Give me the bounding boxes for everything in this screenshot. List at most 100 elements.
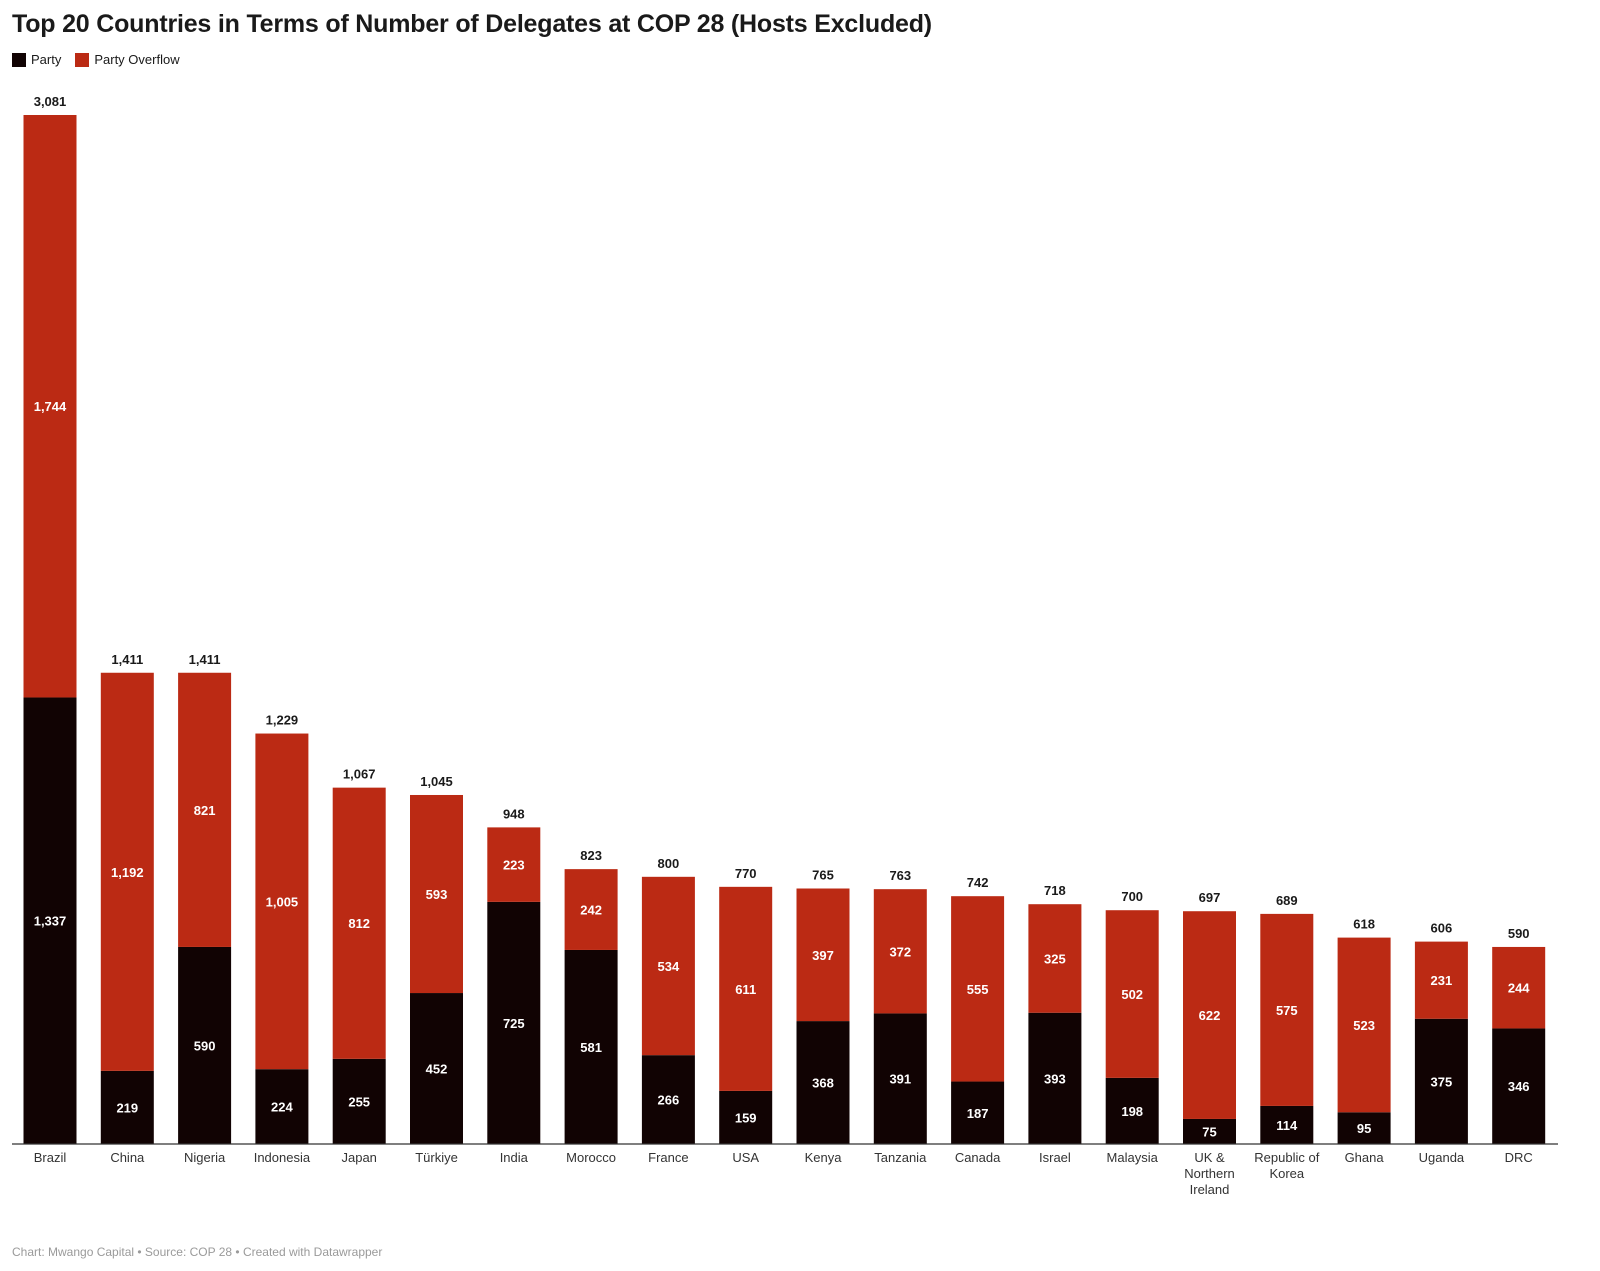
bar-party-overflow-canada bbox=[951, 896, 1005, 1082]
bar-party-overflow-tanzania bbox=[873, 889, 927, 1014]
total-label-t-rkiye: 1,045 bbox=[420, 774, 453, 789]
bar-party-india bbox=[487, 901, 541, 1144]
x-tick-label-kenya: Kenya bbox=[805, 1150, 843, 1165]
x-tick-label-brazil: Brazil bbox=[34, 1150, 67, 1165]
value-label-party-overflow-drc: 244 bbox=[1508, 981, 1530, 996]
value-label-party-t-rkiye: 452 bbox=[426, 1062, 448, 1077]
value-label-party-overflow-japan: 812 bbox=[348, 916, 370, 931]
value-label-party-overflow-tanzania: 372 bbox=[889, 944, 911, 959]
legend-swatch-party bbox=[12, 52, 26, 67]
value-label-party-overflow-t-rkiye: 593 bbox=[426, 887, 448, 902]
total-label-japan: 1,067 bbox=[343, 767, 376, 782]
value-label-party-overflow-israel: 325 bbox=[1044, 951, 1066, 966]
bar-party-overflow-usa bbox=[719, 886, 773, 1091]
x-tick-label-uganda: Uganda bbox=[1419, 1150, 1465, 1165]
bar-party-malaysia bbox=[1105, 1077, 1159, 1144]
value-label-party-overflow-malaysia: 502 bbox=[1121, 987, 1143, 1002]
value-label-party-overflow-ghana: 523 bbox=[1353, 1018, 1375, 1033]
value-label-party-overflow-republic-of-korea: 575 bbox=[1276, 1003, 1298, 1018]
total-label-canada: 742 bbox=[967, 875, 989, 890]
bar-party-china bbox=[100, 1070, 154, 1144]
total-label-malaysia: 700 bbox=[1121, 889, 1143, 904]
legend-item-party: Party bbox=[12, 52, 61, 67]
total-label-indonesia: 1,229 bbox=[266, 713, 299, 728]
chart-legend: Party Party Overflow bbox=[12, 52, 180, 67]
bar-party-overflow-t-rkiye bbox=[410, 794, 463, 994]
value-label-party-china: 219 bbox=[116, 1100, 138, 1115]
bar-party-overflow-india bbox=[487, 827, 541, 902]
total-label-usa: 770 bbox=[735, 866, 757, 881]
chart-title: Top 20 Countries in Terms of Number of D… bbox=[12, 10, 932, 38]
bar-party-overflow-uganda bbox=[1414, 941, 1468, 1019]
bar-party-overflow-nigeria bbox=[178, 672, 232, 947]
value-label-party-brazil: 1,337 bbox=[34, 914, 67, 929]
total-label-republic-of-korea: 689 bbox=[1276, 893, 1298, 908]
bar-party-brazil bbox=[23, 697, 77, 1144]
total-label-uk-northern-ireland: 697 bbox=[1199, 890, 1221, 905]
bar-party-t-rkiye bbox=[410, 993, 463, 1144]
total-label-india: 948 bbox=[503, 806, 525, 821]
x-tick-label-usa: USA bbox=[732, 1150, 759, 1165]
x-tick-label-morocco: Morocco bbox=[566, 1150, 616, 1165]
value-label-party-indonesia: 224 bbox=[271, 1100, 293, 1115]
value-label-party-tanzania: 391 bbox=[889, 1072, 911, 1087]
bar-party-overflow-morocco bbox=[564, 869, 618, 950]
bar-party-drc bbox=[1492, 1028, 1546, 1144]
value-label-party-overflow-canada: 555 bbox=[967, 982, 989, 997]
x-tick-label-tanzania: Tanzania bbox=[874, 1150, 927, 1165]
bar-party-overflow-israel bbox=[1028, 904, 1082, 1013]
bar-party-overflow-republic-of-korea bbox=[1260, 913, 1314, 1106]
x-tick-label-india: India bbox=[500, 1150, 529, 1165]
value-label-party-uganda: 375 bbox=[1431, 1074, 1453, 1089]
bar-party-overflow-china bbox=[100, 672, 154, 1071]
bar-party-overflow-indonesia bbox=[255, 733, 309, 1070]
x-tick-label-israel: Israel bbox=[1039, 1150, 1071, 1165]
chart-footer: Chart: Mwango Capital • Source: COP 28 •… bbox=[12, 1245, 383, 1259]
bar-party-usa bbox=[719, 1090, 773, 1144]
bar-party-overflow-malaysia bbox=[1105, 910, 1159, 1078]
bar-party-overflow-kenya bbox=[796, 888, 850, 1022]
value-label-party-overflow-france: 534 bbox=[658, 959, 680, 974]
total-label-tanzania: 763 bbox=[889, 868, 911, 883]
x-tick-label-indonesia: Indonesia bbox=[254, 1150, 311, 1165]
total-label-france: 800 bbox=[658, 856, 680, 871]
value-label-party-india: 725 bbox=[503, 1016, 525, 1031]
bar-party-nigeria bbox=[178, 946, 232, 1144]
bar-party-uk-northern-ireland bbox=[1183, 1118, 1236, 1144]
legend-label-party-overflow: Party Overflow bbox=[94, 52, 180, 67]
x-tick-label-uk-northern-ireland-3: Ireland bbox=[1190, 1182, 1230, 1197]
total-label-israel: 718 bbox=[1044, 883, 1066, 898]
bar-party-japan bbox=[332, 1058, 386, 1144]
value-label-party-overflow-brazil: 1,744 bbox=[34, 399, 67, 414]
value-label-party-japan: 255 bbox=[348, 1094, 370, 1109]
total-label-kenya: 765 bbox=[812, 868, 834, 883]
x-tick-label-malaysia: Malaysia bbox=[1107, 1150, 1159, 1165]
value-label-party-overflow-usa: 611 bbox=[735, 982, 756, 997]
value-label-party-canada: 187 bbox=[967, 1106, 989, 1121]
bar-party-ghana bbox=[1337, 1112, 1391, 1144]
x-tick-label-republic-of-korea-2: Korea bbox=[1269, 1166, 1304, 1181]
bar-party-overflow-brazil bbox=[23, 115, 77, 698]
value-label-party-overflow-nigeria: 821 bbox=[194, 803, 216, 818]
total-label-uganda: 606 bbox=[1431, 921, 1453, 936]
bar-party-overflow-ghana bbox=[1337, 937, 1391, 1113]
bar-party-overflow-japan bbox=[332, 787, 386, 1059]
value-label-party-morocco: 581 bbox=[580, 1040, 602, 1055]
x-tick-label-republic-of-korea-1: Republic of bbox=[1254, 1150, 1319, 1165]
bar-party-overflow-uk-northern-ireland bbox=[1183, 911, 1236, 1119]
total-label-brazil: 3,081 bbox=[34, 94, 67, 109]
bar-party-kenya bbox=[796, 1021, 850, 1144]
value-label-party-overflow-uk-northern-ireland: 622 bbox=[1199, 1008, 1221, 1023]
bar-party-morocco bbox=[564, 949, 618, 1144]
value-label-party-kenya: 368 bbox=[812, 1076, 834, 1091]
total-label-ghana: 618 bbox=[1353, 917, 1375, 932]
value-label-party-overflow-india: 223 bbox=[503, 858, 525, 873]
value-label-party-republic-of-korea: 114 bbox=[1276, 1118, 1298, 1133]
bar-party-israel bbox=[1028, 1012, 1082, 1144]
value-label-party-israel: 393 bbox=[1044, 1071, 1066, 1086]
value-label-party-usa: 159 bbox=[735, 1110, 757, 1125]
x-tick-label-uk-northern-ireland-2: Northern bbox=[1184, 1166, 1235, 1181]
x-tick-label-france: France bbox=[648, 1150, 688, 1165]
value-label-party-overflow-kenya: 397 bbox=[812, 948, 834, 963]
